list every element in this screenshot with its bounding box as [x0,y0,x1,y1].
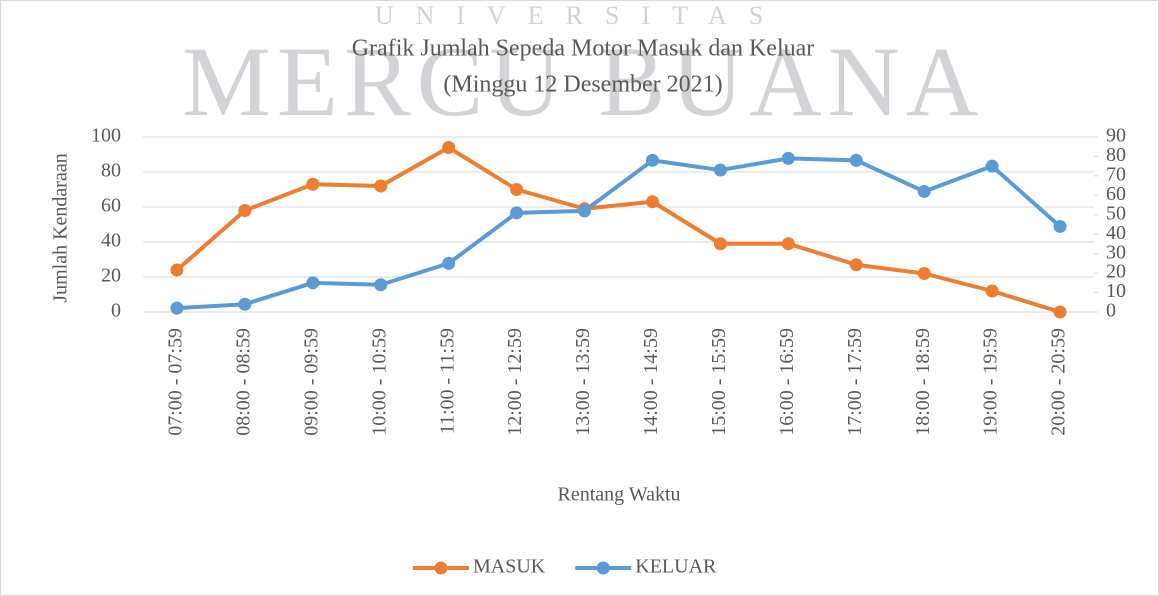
point [645,195,659,209]
point [645,153,659,167]
point [374,278,388,292]
y-tick-label: 100 [91,125,121,147]
x-tick-label: 13:00 - 13:59 [572,328,594,436]
y-tick-label: 40 [101,230,121,252]
point [238,297,252,311]
y2-tick-label: 10 [1106,280,1126,302]
x-tick-label: 17:00 - 17:59 [844,328,866,436]
y2-tick-label: 0 [1106,300,1116,322]
watermark: MERCU BUANA [182,26,984,137]
y2-tick-label: 70 [1106,163,1126,185]
point [849,258,863,272]
x-tick-label: 12:00 - 12:59 [504,328,526,436]
x-tick-label: 19:00 - 19:59 [980,328,1002,436]
point [442,256,456,270]
point [306,177,320,191]
series-line [175,145,1061,314]
y2-tick-label: 90 [1106,125,1126,147]
watermark: UNIVERSITAS [375,1,785,30]
point [170,301,184,315]
y2-tick-label: 40 [1106,222,1126,244]
x-tick-label: 10:00 - 10:59 [368,328,390,436]
point [985,284,999,298]
point [170,263,184,277]
legend-marker [434,561,448,575]
x-tick-label: 14:00 - 14:59 [640,328,662,436]
legend-label: KELUAR [635,556,717,578]
x-tick-label: 20:00 - 20:59 [1048,328,1070,436]
point [713,163,727,177]
y2-tick-label: 30 [1106,241,1126,263]
legend-label: MASUK [473,556,546,578]
point [917,267,931,280]
point [1053,305,1067,319]
y-tick-label: 0 [111,300,121,322]
y2-tick-label: 60 [1106,183,1126,205]
y2-tick-label: 50 [1106,202,1126,224]
point [510,206,524,220]
point [781,237,795,251]
x-tick-label: 18:00 - 18:59 [912,328,934,436]
point [849,153,863,167]
point [374,179,388,193]
point [917,184,931,198]
point [985,159,999,173]
x-tick-label: 15:00 - 15:59 [708,328,730,436]
x-tick-label: 07:00 - 07:59 [165,328,187,436]
y-tick-label: 20 [101,265,121,287]
y-tick-label: 60 [101,195,121,217]
point [713,237,727,251]
x-axis-label: Rentang Waktu [558,484,681,506]
point [442,141,456,154]
point [578,204,592,218]
point [781,151,795,165]
y2-tick-label: 20 [1106,261,1126,283]
series-line [176,156,1062,311]
chart-subtitle: (Minggu 12 Desember 2021) [443,72,722,98]
chart-title: Grafik Jumlah Sepeda Motor Masuk dan Kel… [352,36,815,62]
point [510,183,524,196]
y-tick-label: 80 [101,160,121,182]
x-tick-label: 11:00 - 11:59 [436,328,458,434]
x-tick-label: 16:00 - 16:59 [776,328,798,436]
y-axis-label: Jumlah Kendaraan [50,153,72,302]
x-tick-label: 08:00 - 08:59 [232,328,254,436]
point [1053,219,1067,233]
legend-marker [596,561,610,575]
point [306,276,320,290]
y2-tick-label: 80 [1106,144,1126,166]
x-tick-label: 09:00 - 09:59 [300,328,322,436]
point [238,204,252,217]
